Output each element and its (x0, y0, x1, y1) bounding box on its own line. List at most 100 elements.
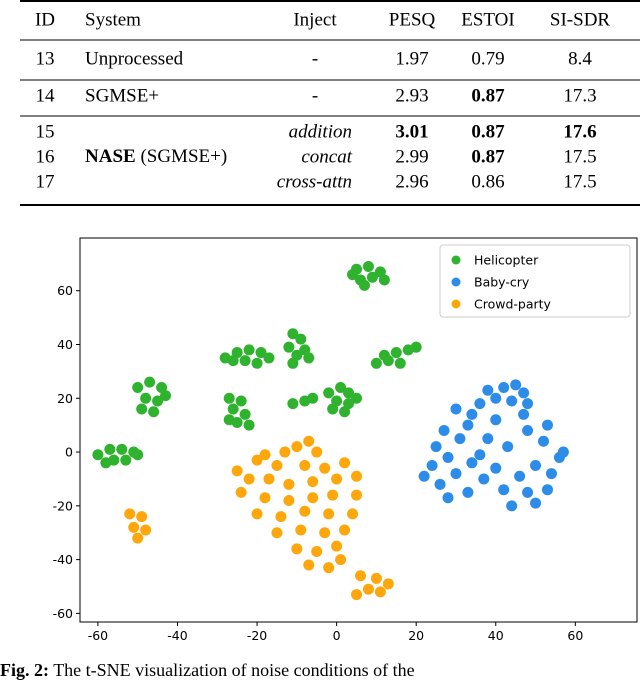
point (418, 470, 430, 482)
header-cell: System (85, 9, 141, 30)
point (518, 408, 530, 420)
point (430, 441, 442, 453)
point (259, 492, 271, 504)
x-tick-label: 20 (408, 628, 424, 643)
point (287, 398, 299, 410)
point (223, 392, 235, 404)
point (100, 457, 112, 469)
cell: cross-attn (277, 171, 352, 192)
point (132, 382, 144, 394)
point (231, 465, 243, 477)
point (339, 524, 351, 536)
point (557, 446, 569, 458)
point (490, 414, 502, 426)
legend-label: Helicopter (474, 253, 539, 268)
point (271, 527, 283, 539)
point (299, 505, 311, 517)
point (283, 478, 295, 490)
point (374, 586, 386, 598)
point (370, 357, 382, 369)
point (283, 494, 295, 506)
point (522, 425, 534, 437)
point (410, 341, 422, 353)
y-tick-label: 40 (57, 337, 73, 352)
cell: 17 (36, 171, 55, 192)
header-cell: ID (35, 9, 55, 30)
point (259, 449, 271, 461)
cell: 17.5 (563, 171, 596, 192)
point (541, 419, 553, 431)
point (287, 357, 299, 369)
cell: Unprocessed (85, 48, 184, 69)
cell: SGMSE+ (85, 85, 159, 106)
point (327, 489, 339, 501)
tsne-plot: -60 -40 -20 0 20 40 60 -60 -40 -20 0 20 40 60 Helicopt… (53, 237, 638, 643)
legend-marker (451, 299, 461, 309)
plot-frame (79, 237, 638, 623)
point (243, 344, 255, 356)
point (351, 470, 363, 482)
point (311, 446, 323, 458)
x-tick-label: -60 (88, 628, 108, 643)
point (482, 433, 494, 445)
point (227, 403, 239, 415)
point (514, 470, 526, 482)
point (104, 443, 116, 455)
point (343, 387, 355, 399)
cell: 16 (36, 146, 55, 167)
point (295, 333, 307, 345)
caption-text: The t-SNE visualization of noise conditi… (53, 660, 414, 680)
point (351, 589, 363, 601)
point (335, 382, 347, 394)
point (541, 484, 553, 496)
cell: 2.93 (395, 85, 428, 106)
point (358, 279, 370, 291)
point (331, 473, 343, 485)
cell: - (312, 85, 318, 106)
point (295, 524, 307, 536)
cell: 1.97 (395, 48, 428, 69)
point (506, 500, 518, 512)
point (498, 382, 510, 394)
point (351, 392, 363, 404)
point (303, 559, 315, 571)
point (140, 392, 152, 404)
y-tick-label: 0 (65, 445, 73, 460)
point (323, 508, 335, 520)
cell: 17.3 (563, 85, 596, 106)
point (442, 451, 454, 463)
point (279, 446, 291, 458)
point (128, 521, 140, 533)
cell: NASE (SGMSE+) (85, 146, 227, 167)
point (251, 357, 263, 369)
point (271, 459, 283, 471)
cell: 17.6 (563, 121, 596, 142)
x-tick-label: 60 (567, 628, 583, 643)
cell: 3.01 (395, 121, 428, 142)
header-cell: SI-SDR (550, 9, 611, 30)
point (506, 395, 518, 407)
y-tick-label: -40 (53, 552, 73, 567)
point (239, 408, 251, 420)
point (323, 562, 335, 574)
point (347, 508, 359, 520)
x-tick-label: 0 (333, 628, 341, 643)
cell: 0.87 (471, 85, 505, 106)
cell: - (312, 48, 318, 69)
system-variant: (SGMSE+) (140, 146, 227, 167)
point (323, 387, 335, 399)
point (362, 261, 374, 273)
cell: 14 (36, 85, 56, 106)
x-tick-label: -20 (247, 628, 267, 643)
point (319, 527, 331, 539)
point (283, 341, 295, 353)
point (235, 395, 247, 407)
legend-label: Baby-cry (474, 275, 530, 290)
point (510, 379, 522, 391)
point (454, 433, 466, 445)
point (287, 328, 299, 340)
point (291, 543, 303, 555)
cell: 0.87 (471, 146, 505, 167)
point (152, 395, 164, 407)
